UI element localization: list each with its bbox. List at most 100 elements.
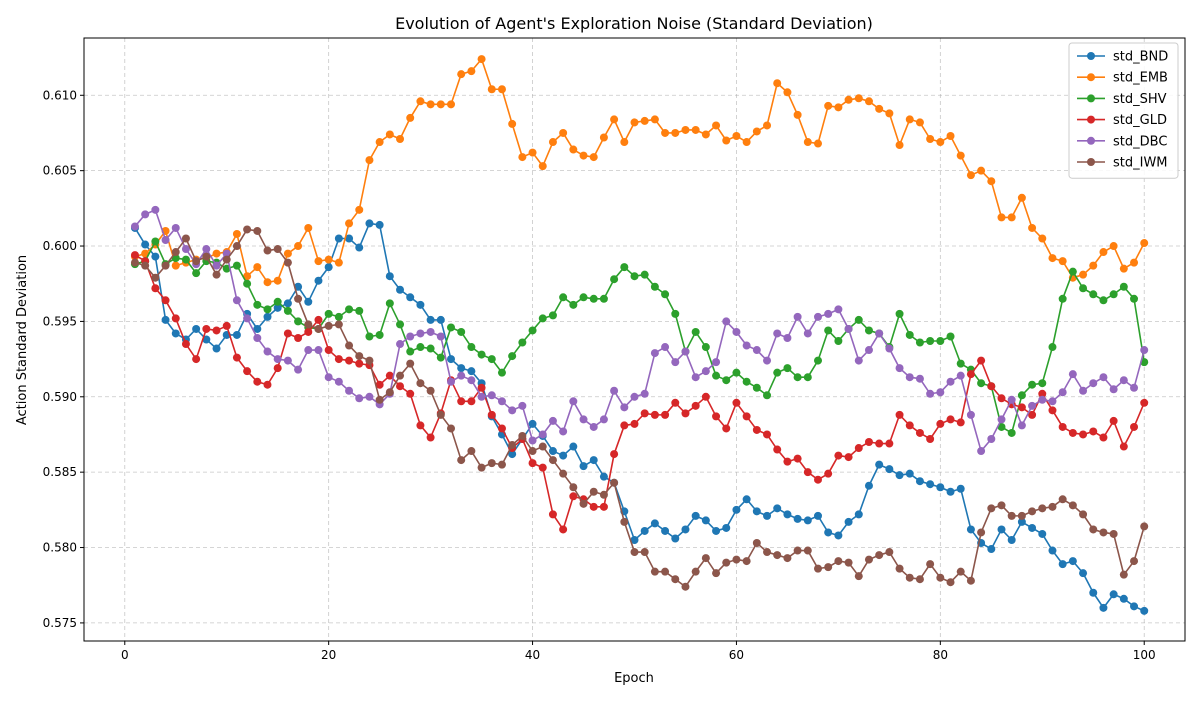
data-point-std_EMB [477,55,486,64]
data-point-std_SHV [283,306,292,315]
data-point-std_EMB [406,113,415,122]
data-point-std_IWM [834,557,843,566]
data-point-std_DBC [1017,421,1026,430]
data-point-std_BND [232,330,241,339]
data-point-std_BND [314,276,323,285]
data-point-std_GLD [304,327,313,336]
data-point-std_IWM [610,478,619,487]
data-point-std_SHV [926,337,935,346]
data-point-std_DBC [905,373,914,382]
data-point-std_GLD [1048,406,1057,415]
data-point-std_DBC [783,333,792,342]
legend-label: std_EMB [1113,71,1168,86]
data-point-std_DBC [661,343,670,352]
data-point-std_SHV [345,305,354,314]
data-point-std_DBC [365,392,374,401]
data-point-std_IWM [457,456,466,465]
data-point-std_GLD [844,453,853,462]
data-point-std_SHV [936,337,945,346]
data-point-std_IWM [1028,507,1037,516]
series-line-std_EMB [134,58,1145,284]
data-point-std_DBC [304,346,313,355]
data-point-std_IWM [599,490,608,499]
data-point-std_IWM [569,483,578,492]
data-point-std_GLD [355,359,364,368]
data-point-std_EMB [742,138,751,147]
data-point-std_GLD [966,370,975,379]
data-point-std_GLD [1140,398,1149,407]
data-point-std_SHV [253,300,262,309]
data-point-std_GLD [130,251,139,260]
y-tick-label: 0.575 [43,616,77,630]
data-point-std_GLD [283,329,292,338]
data-point-std_DBC [518,401,527,410]
data-point-std_EMB [1007,213,1016,222]
data-point-std_EMB [844,95,853,104]
data-point-std_SHV [447,323,455,332]
data-point-std_GLD [181,340,190,349]
data-point-std_GLD [742,412,751,421]
series-line-std_IWM [134,228,1145,588]
data-point-std_DBC [610,386,619,395]
data-point-std_BND [447,355,455,364]
legend-item: std_DBC [1077,134,1167,149]
data-point-std_DBC [1089,379,1098,388]
data-point-std_GLD [905,421,914,430]
data-point-std_DBC [263,347,272,356]
data-point-std_EMB [681,125,690,134]
data-point-std_IWM [946,578,955,587]
legend-swatch-marker [1087,136,1095,145]
data-point-std_GLD [253,377,262,386]
series-line-std_GLD [134,254,1145,531]
data-point-std_IWM [232,242,241,251]
data-point-std_IWM [966,576,975,585]
data-point-std_BND [814,511,822,520]
data-point-std_DBC [151,205,160,214]
data-point-std_IWM [763,548,772,557]
data-point-std_GLD [824,469,833,478]
legend-label: std_BND [1113,50,1168,65]
data-point-std_GLD [946,415,955,424]
data-point-std_BND [1028,523,1037,532]
data-point-std_DBC [212,261,221,270]
data-point-std_EMB [457,70,466,79]
legend-item: std_IWM [1077,156,1168,171]
data-point-std_IWM [864,555,873,564]
data-point-std_GLD [334,355,343,364]
data-point-std_SHV [273,297,282,306]
data-point-std_SHV [732,368,741,377]
data-point-std_SHV [610,275,619,284]
data-point-std_IWM [640,548,649,557]
data-point-std_EMB [987,177,996,186]
data-point-std_DBC [844,324,853,333]
data-point-std_DBC [426,327,435,336]
data-point-std_BND [956,484,965,493]
data-point-std_GLD [1017,403,1026,412]
data-point-std_IWM [732,555,741,564]
legend-item: std_SHV [1077,92,1167,107]
data-point-std_DBC [977,447,986,456]
data-point-std_GLD [396,382,405,391]
data-point-std_DBC [793,312,802,321]
data-point-std_DBC [936,388,945,397]
data-point-std_BND [650,519,659,528]
data-point-std_EMB [263,278,272,287]
data-point-std_EMB [487,85,496,94]
legend-item: std_GLD [1077,113,1167,128]
data-point-std_SHV [783,364,792,373]
data-point-std_GLD [864,438,873,447]
data-point-std_BND [763,511,772,520]
data-point-std_BND [1109,590,1118,599]
data-point-std_EMB [365,156,374,165]
data-point-std_SHV [640,270,649,279]
data-point-std_DBC [599,415,608,424]
y-tick-label: 0.585 [43,465,77,479]
data-point-std_SHV [1089,290,1098,299]
data-point-std_DBC [763,356,772,365]
data-point-std_GLD [712,412,721,421]
data-point-std_DBC [722,317,731,326]
data-point-std_IWM [630,548,639,557]
data-point-std_IWM [426,386,435,395]
data-point-std_GLD [1130,422,1139,431]
data-point-std_BND [1119,594,1128,603]
